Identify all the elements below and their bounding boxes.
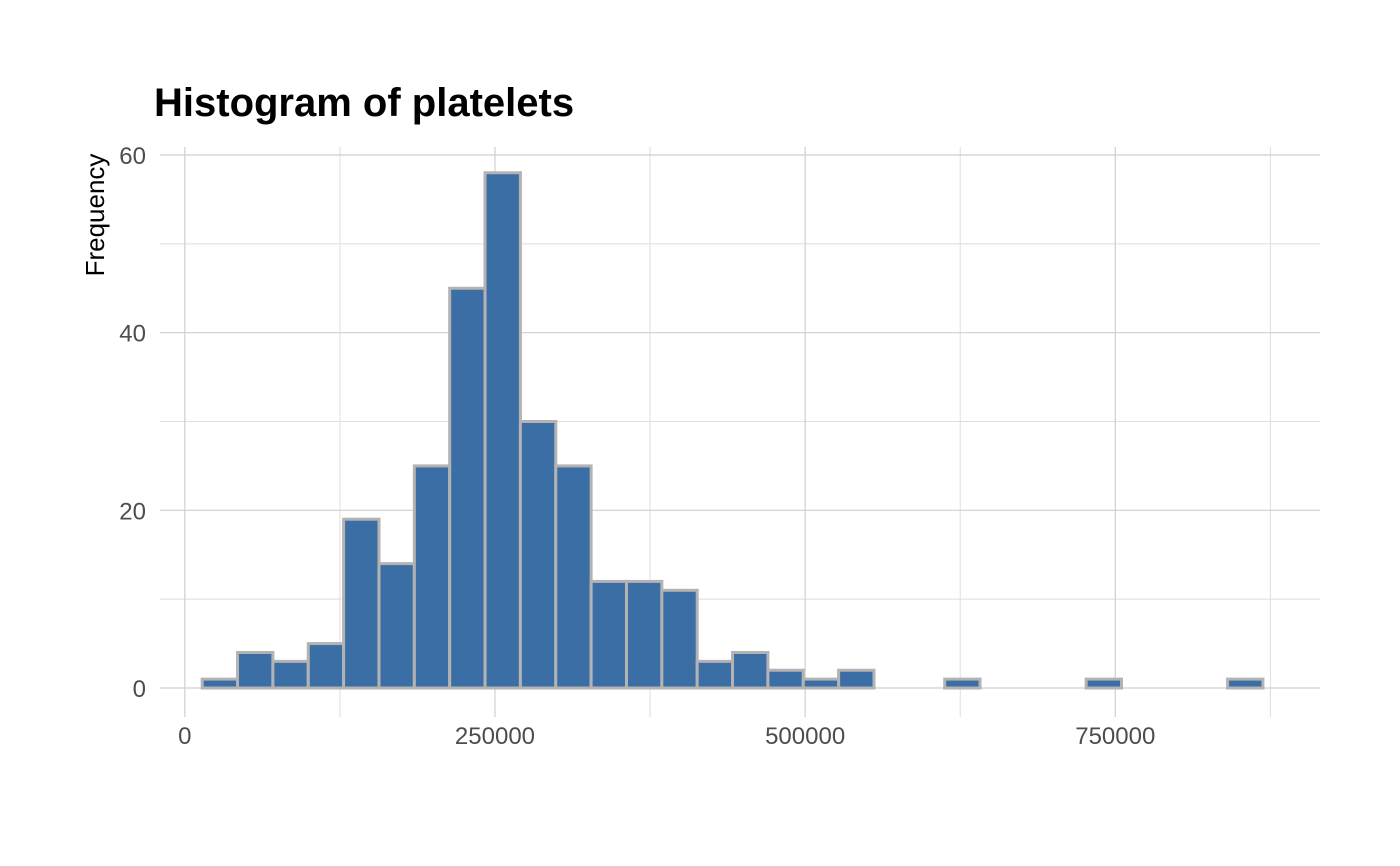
histogram-bar-7 xyxy=(412,464,452,690)
histogram-bar-10 xyxy=(518,420,558,690)
histogram-bar-8 xyxy=(448,286,487,690)
chart-title: Histogram of platelets xyxy=(154,81,574,125)
histogram-bar-5 xyxy=(342,517,381,690)
histogram-bar-22 xyxy=(943,677,982,690)
histogram-bar-26 xyxy=(1084,677,1123,690)
histogram-bar-16 xyxy=(731,650,770,690)
y-tick-label: 20 xyxy=(119,498,146,525)
histogram-bar-6 xyxy=(377,562,416,690)
x-axis-ticks: 0 250000 500000 750000 xyxy=(178,723,1155,750)
histogram-bar-19 xyxy=(837,668,876,690)
histogram-bar-2 xyxy=(236,650,275,690)
histogram-bar-13 xyxy=(624,579,664,690)
histogram-bar-1 xyxy=(200,677,240,690)
histogram-bar-14 xyxy=(660,588,699,690)
histogram-bar-11 xyxy=(554,464,593,690)
y-axis-label: Frequency xyxy=(80,154,110,277)
histogram-bar-9 xyxy=(483,171,522,690)
histogram-bar-30 xyxy=(1226,677,1265,690)
histogram-bar-4 xyxy=(306,642,346,690)
histogram-bar-3 xyxy=(271,659,310,690)
histogram-bar-17 xyxy=(766,668,805,690)
x-tick-label: 500000 xyxy=(765,723,845,750)
y-tick-label: 60 xyxy=(119,143,146,170)
y-tick-label: 0 xyxy=(133,676,146,703)
x-tick-label: 0 xyxy=(178,723,191,750)
y-axis-ticks: 0 20 40 60 xyxy=(119,143,146,703)
histogram-bar-12 xyxy=(589,579,628,690)
histogram-bar-15 xyxy=(695,659,735,690)
y-tick-label: 40 xyxy=(119,321,146,348)
histogram-bars xyxy=(200,171,1265,690)
grid-lines xyxy=(160,147,1320,717)
x-tick-label: 750000 xyxy=(1075,723,1155,750)
x-tick-label: 250000 xyxy=(455,723,535,750)
histogram-bar-18 xyxy=(801,677,841,690)
